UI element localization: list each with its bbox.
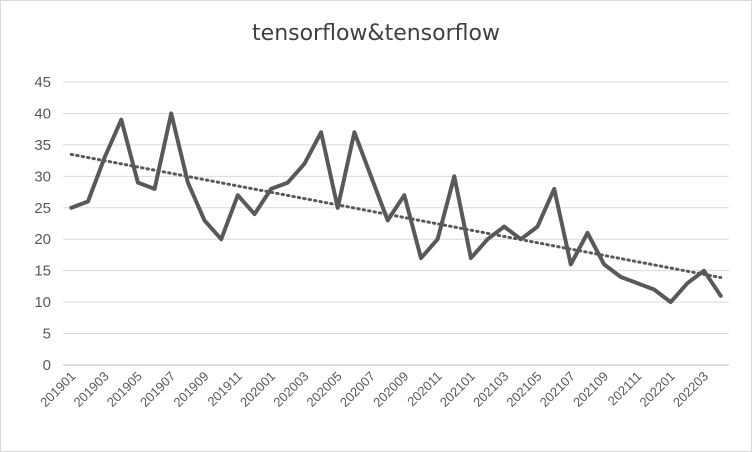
y-tick-label: 0 — [43, 357, 51, 374]
y-tick-label: 45 — [34, 74, 51, 91]
x-tick-label: 202203 — [670, 369, 711, 410]
x-tick-label: 202009 — [370, 369, 411, 410]
y-tick-label: 25 — [34, 200, 51, 217]
x-tick-label: 202011 — [404, 369, 445, 410]
x-tick-label: 202101 — [437, 369, 478, 410]
x-tick-label: 201911 — [204, 369, 245, 410]
x-tick-label: 201905 — [104, 369, 145, 410]
x-tick-label: 201901 — [37, 369, 78, 410]
x-tick-label: 201909 — [170, 369, 211, 410]
y-tick-label: 40 — [34, 105, 51, 122]
y-tick-label: 30 — [34, 168, 51, 185]
x-tick-label: 201903 — [70, 369, 111, 410]
y-tick-label: 35 — [34, 137, 51, 154]
x-tick-label: 202001 — [237, 369, 278, 410]
x-tick-label: 202201 — [637, 369, 678, 410]
x-tick-label: 202109 — [570, 369, 611, 410]
x-tick-label: 202107 — [537, 369, 578, 410]
y-tick-label: 5 — [43, 326, 51, 343]
x-tick-label: 201907 — [137, 369, 178, 410]
chart-title: tensorflow&tensorflow — [252, 21, 500, 46]
y-tick-label: 15 — [34, 263, 51, 280]
x-tick-label: 202007 — [337, 369, 378, 410]
y-tick-label: 20 — [34, 231, 51, 248]
x-tick-label: 202003 — [270, 369, 311, 410]
y-tick-label: 10 — [34, 294, 51, 311]
series-line — [69, 111, 723, 305]
x-tick-label: 202103 — [470, 369, 511, 410]
x-tick-label: 202005 — [304, 369, 345, 410]
x-tick-label: 202105 — [503, 369, 544, 410]
trendline — [69, 152, 723, 280]
